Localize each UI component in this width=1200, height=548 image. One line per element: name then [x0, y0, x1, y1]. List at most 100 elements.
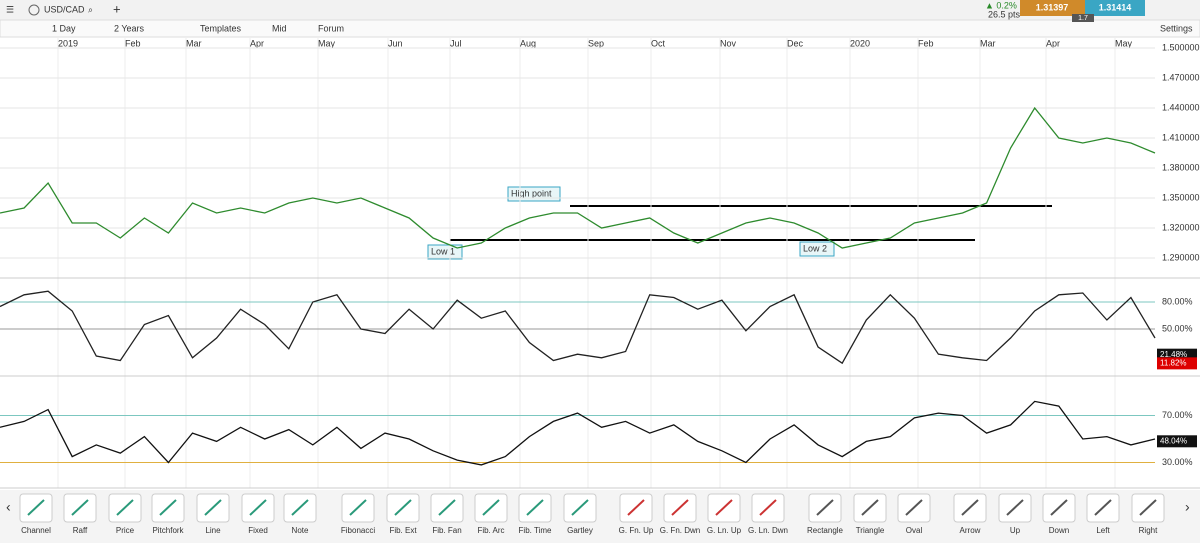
tool-label[interactable]: Gartley	[567, 526, 593, 535]
tool-label[interactable]: Price	[116, 526, 135, 535]
tool-icon	[291, 499, 309, 516]
tool-label[interactable]: Left	[1096, 526, 1110, 535]
month-label: Feb	[918, 38, 934, 48]
series-line	[0, 106, 1156, 249]
tool-label[interactable]: Down	[1049, 526, 1069, 535]
tool-icon	[349, 499, 367, 516]
month-label: Jul	[450, 38, 462, 48]
forum[interactable]: Forum	[318, 23, 344, 33]
tool-label[interactable]: Fib. Ext	[389, 526, 417, 535]
y-tick-label: 80.00%	[1162, 296, 1193, 306]
sell-box[interactable]	[1020, 0, 1085, 16]
tool-label[interactable]: Channel	[21, 526, 51, 535]
spread-box	[1072, 14, 1094, 22]
month-label: Jun	[388, 38, 403, 48]
points: 26.5 pts	[988, 9, 1021, 19]
month-label: May	[318, 38, 336, 48]
tool-icon	[816, 499, 834, 516]
low1-label: Low 1	[431, 246, 455, 256]
low2-label: Low 2	[803, 243, 827, 253]
buy-price[interactable]: 1.31414	[1099, 2, 1132, 12]
current-box	[1157, 435, 1197, 448]
tool-icon	[71, 499, 89, 516]
month-label: Sep	[588, 38, 604, 48]
tool-icon	[249, 499, 267, 516]
tool-icon	[204, 499, 222, 516]
tool-label[interactable]: G. Ln. Up	[707, 526, 742, 535]
tool-icon	[627, 499, 645, 516]
tool-icon	[482, 499, 500, 516]
y-tick-label: 1.470000	[1162, 72, 1200, 82]
tool-label[interactable]: Fibonacci	[341, 526, 375, 535]
new-tab[interactable]: +	[113, 1, 121, 16]
tool-label[interactable]: Fib. Arc	[477, 526, 504, 535]
y-tick-label: 1.410000	[1162, 132, 1200, 142]
scroll-right[interactable]: ›	[1185, 499, 1190, 515]
y-tick-label: 30.00%	[1162, 457, 1193, 467]
tool-label[interactable]: Rectangle	[807, 526, 844, 535]
tool-label[interactable]: Oval	[906, 526, 923, 535]
tool-icon	[905, 499, 923, 516]
tool-icon	[1139, 499, 1157, 516]
month-label: Aug	[520, 38, 536, 48]
y-tick-label: 1.500000	[1162, 42, 1200, 52]
tool-label[interactable]: G. Fn. Dwn	[660, 526, 700, 535]
y-tick-label: 1.290000	[1162, 252, 1200, 262]
price-type[interactable]: Mid	[272, 23, 287, 33]
y-tick-label: 1.380000	[1162, 162, 1200, 172]
tool-label[interactable]: Raff	[73, 526, 88, 535]
series-line	[0, 290, 1156, 365]
tool-icon	[1006, 499, 1024, 516]
series-line	[0, 400, 1156, 466]
current-box	[1157, 357, 1197, 370]
tool-label[interactable]: Note	[292, 526, 309, 535]
tool-icon	[438, 499, 456, 516]
tool-icon	[861, 499, 879, 516]
tool-icon	[526, 499, 544, 516]
range[interactable]: 2 Years	[114, 23, 145, 33]
y-tick-label: 50.00%	[1162, 323, 1193, 333]
settings[interactable]: Settings	[1160, 23, 1193, 33]
tool-label[interactable]: Arrow	[960, 526, 981, 535]
tool-label[interactable]: Fib. Time	[519, 526, 552, 535]
current-label: 11.82%	[1160, 358, 1187, 367]
month-label: Oct	[651, 38, 666, 48]
tool-label[interactable]: Fib. Fan	[432, 526, 461, 535]
tool-icon	[759, 499, 777, 516]
tool-label[interactable]: G. Fn. Up	[619, 526, 654, 535]
tool-label[interactable]: Up	[1010, 526, 1021, 535]
tool-label[interactable]: Pitchfork	[152, 526, 184, 535]
month-label: 2020	[850, 38, 870, 48]
buy-box[interactable]	[1085, 0, 1145, 16]
month-label: 2019	[58, 38, 78, 48]
current-label: 48.04%	[1160, 436, 1187, 445]
low2-label-box	[799, 241, 835, 257]
templates[interactable]: Templates	[200, 23, 242, 33]
tool-icon	[27, 499, 45, 516]
tool-icon	[671, 499, 689, 516]
month-label: Dec	[787, 38, 804, 48]
high-label: High point	[511, 188, 552, 198]
tool-icon	[116, 499, 134, 516]
tool-label[interactable]: G. Ln. Dwn	[748, 526, 788, 535]
symbol[interactable]: USD/CAD	[44, 4, 85, 14]
tool-label[interactable]: Right	[1139, 526, 1158, 535]
tool-icon	[715, 499, 733, 516]
tool-label[interactable]: Triangle	[856, 526, 885, 535]
tool-label[interactable]: Line	[205, 526, 221, 535]
tool-label[interactable]: Fixed	[248, 526, 268, 535]
menu-icon[interactable]: ☰	[6, 4, 14, 14]
interval[interactable]: 1 Day	[52, 23, 76, 33]
month-label: Feb	[125, 38, 141, 48]
search-icon[interactable]: ⌕	[88, 4, 93, 14]
month-label: Mar	[186, 38, 202, 48]
menu-bar	[0, 19, 1200, 38]
y-tick-label: 1.440000	[1162, 102, 1200, 112]
sell-price[interactable]: 1.31397	[1036, 2, 1069, 12]
tool-icon	[1094, 499, 1112, 516]
change: ▲ 0.2%	[985, 0, 1017, 10]
tool-icon	[571, 499, 589, 516]
scroll-left[interactable]: ‹	[6, 499, 11, 515]
